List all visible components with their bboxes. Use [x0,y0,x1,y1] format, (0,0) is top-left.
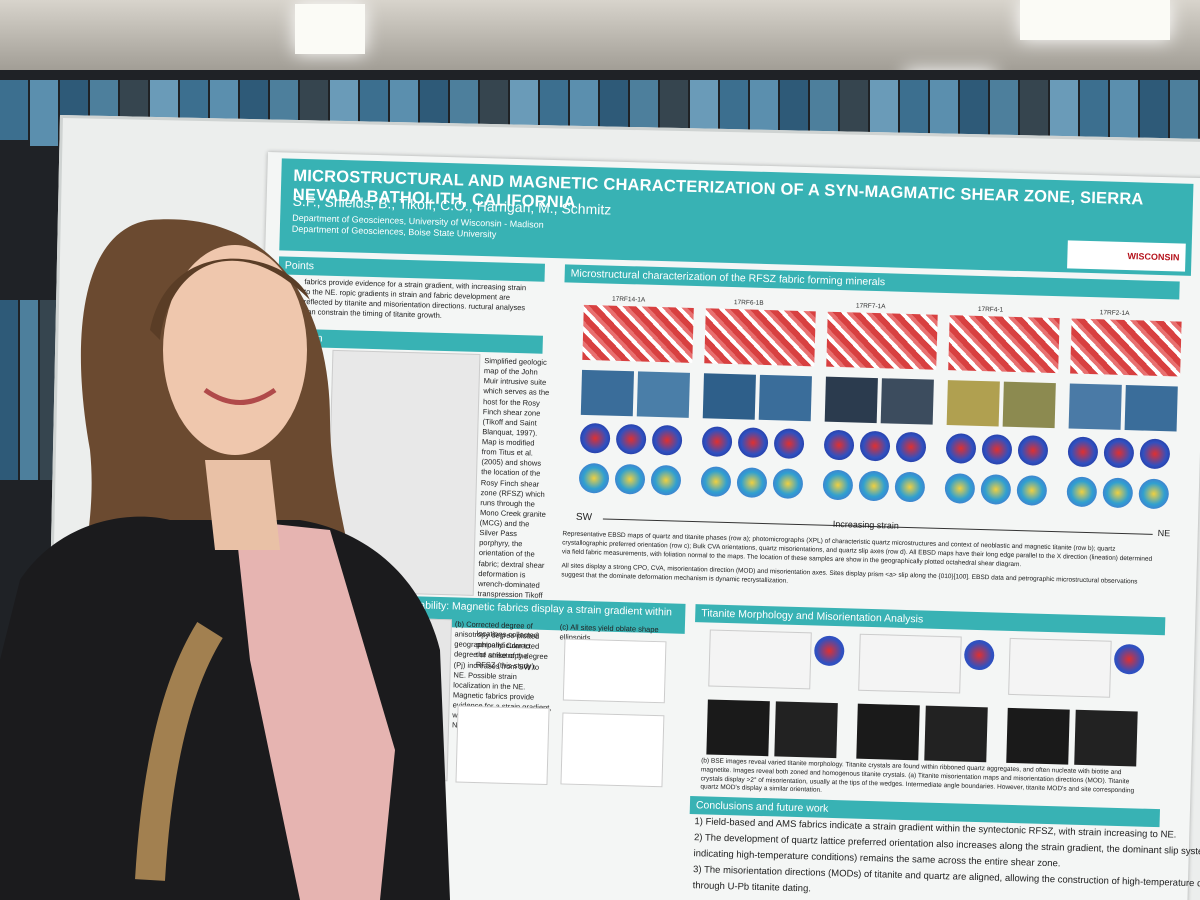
bse-image [706,699,770,757]
book [30,80,58,146]
strain-label: NE [1157,527,1171,539]
photomicrograph [636,371,690,418]
sample-label: 17RF4-1 [977,305,1004,314]
photomicrograph [1068,383,1122,430]
stereonet [651,424,683,456]
misorientation-map [708,629,812,690]
book [0,300,18,480]
ebsd-map [826,311,938,370]
sample-label: 17RF2-1A [1099,309,1130,318]
stereonet [894,471,926,503]
stereonet [737,427,769,459]
pole-figure [1113,643,1145,675]
stereonet [1103,437,1135,469]
stereonet [701,426,733,458]
stereonet [614,463,646,495]
photomicrograph [758,374,812,422]
stereonet [858,470,890,502]
book [900,80,928,140]
ceiling [0,0,1200,100]
misorientation-map [858,633,962,694]
ebsd-map [582,304,694,363]
photomicrograph [1002,381,1056,429]
misorientation-map [1008,637,1112,698]
stereonet [980,474,1012,505]
stereonet [615,423,647,455]
ceiling-light [1020,0,1170,40]
micro-panels: 17RF14-1A 17RF6-1B 17RF7-1A 17RF4-1 17RF2-1A [578,295,1182,541]
book [20,300,38,480]
photomicrograph [824,376,878,424]
photomicrograph [580,369,635,417]
hair-strand [135,622,223,881]
stereonet [944,473,976,504]
stereonet [772,468,804,500]
conclusion-line: through U-Pb titanite dating. [692,880,812,895]
ceiling-light [295,4,365,54]
neck [205,460,280,550]
stereonet [822,469,854,501]
person [0,219,450,900]
sample-label: 17RF6-1B [733,299,764,307]
stereonet [1016,475,1048,506]
book [990,80,1018,140]
face [163,245,307,455]
stereonet [981,434,1013,465]
bse-image [1074,709,1138,767]
sample-label: 17RF14-1A [611,295,646,304]
stereonet [1139,438,1171,470]
photomicrograph [880,378,934,425]
stereonet [578,462,610,494]
sample-label: 17RF7-1A [855,302,886,311]
bse-image [1006,707,1070,765]
titanite-panels [706,625,1159,768]
stereonet [859,430,891,462]
stereonet [700,466,732,498]
stereonet [895,431,927,463]
photomicrograph [946,380,1000,427]
top [235,520,395,900]
plot-panel [562,638,667,704]
conclusions: 1) Field-based and AMS fabrics indicate … [692,816,1200,900]
stereonet [945,433,977,464]
stereonet [1017,435,1049,466]
book [1080,80,1108,140]
stereonet [579,422,611,454]
stereonet [823,429,855,461]
plot-panel [560,712,665,788]
book [1170,80,1198,140]
photomicrograph [1124,385,1178,432]
stereonet [1066,476,1098,508]
stereonet [736,467,768,499]
book [0,80,28,140]
pole-figure [813,635,845,667]
ebsd-map [704,308,816,367]
strain-label: SW [575,511,593,524]
photomicrograph [702,373,756,420]
ebsd-map [948,315,1060,374]
stereonet [650,464,682,496]
smile [203,387,277,405]
bse-image [856,703,920,761]
bse-image [774,701,838,759]
pole-figure [963,639,995,671]
stereonet [1067,436,1099,468]
bse-image [924,705,988,763]
strain-label: Increasing strain [832,518,899,531]
book [1110,80,1138,146]
ebsd-map [1070,318,1182,377]
stereonet [1102,477,1134,509]
stereonet [773,428,805,460]
stereonet [1138,478,1170,510]
logo: WISCONSIN [1067,240,1186,272]
